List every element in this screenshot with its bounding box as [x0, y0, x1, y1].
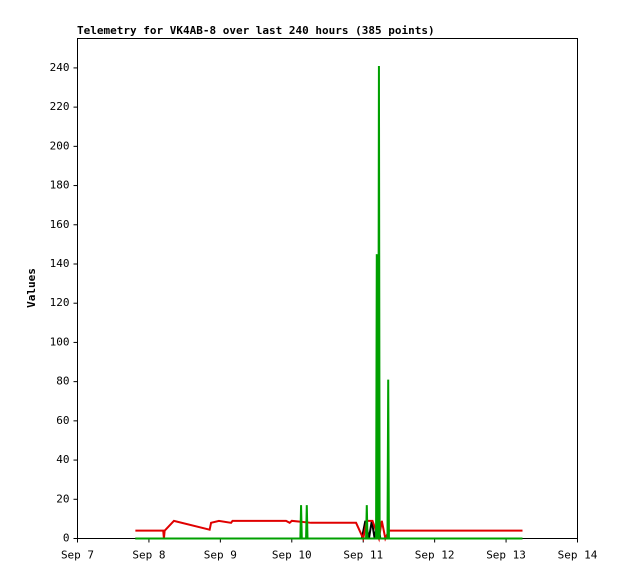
y-tick-label: 40	[56, 453, 69, 466]
y-tick-label: 100	[50, 335, 70, 348]
series-line	[135, 519, 523, 543]
x-tick-label: Sep 14	[558, 549, 598, 562]
x-tick-label: Sep 7	[61, 549, 94, 562]
plot-frame	[77, 38, 578, 539]
y-tick-label: 20	[56, 492, 69, 505]
y-tick-label: 80	[56, 375, 69, 388]
x-tick-label: Sep 8	[132, 549, 165, 562]
y-tick-label: 120	[50, 296, 70, 309]
y-tick-label: 160	[50, 218, 70, 231]
x-tick-label: Sep 13	[486, 549, 526, 562]
x-tick-label: Sep 10	[272, 549, 312, 562]
y-tick-label: 200	[50, 139, 70, 152]
y-tick-label: 60	[56, 414, 69, 427]
y-tick-label: 220	[50, 100, 70, 113]
x-tick-label: Sep 11	[343, 549, 383, 562]
y-tick-label: 140	[50, 257, 70, 270]
y-tick-label: 0	[63, 532, 70, 545]
series-line	[135, 65, 523, 540]
y-tick-label: 240	[50, 61, 70, 74]
x-tick-label: Sep 9	[204, 549, 237, 562]
x-tick-label: Sep 12	[415, 549, 455, 562]
chart-title: Telemetry for VK4AB-8 over last 240 hour…	[77, 24, 435, 37]
y-tick-label: 180	[50, 179, 70, 192]
y-axis-label: Values	[25, 268, 38, 308]
